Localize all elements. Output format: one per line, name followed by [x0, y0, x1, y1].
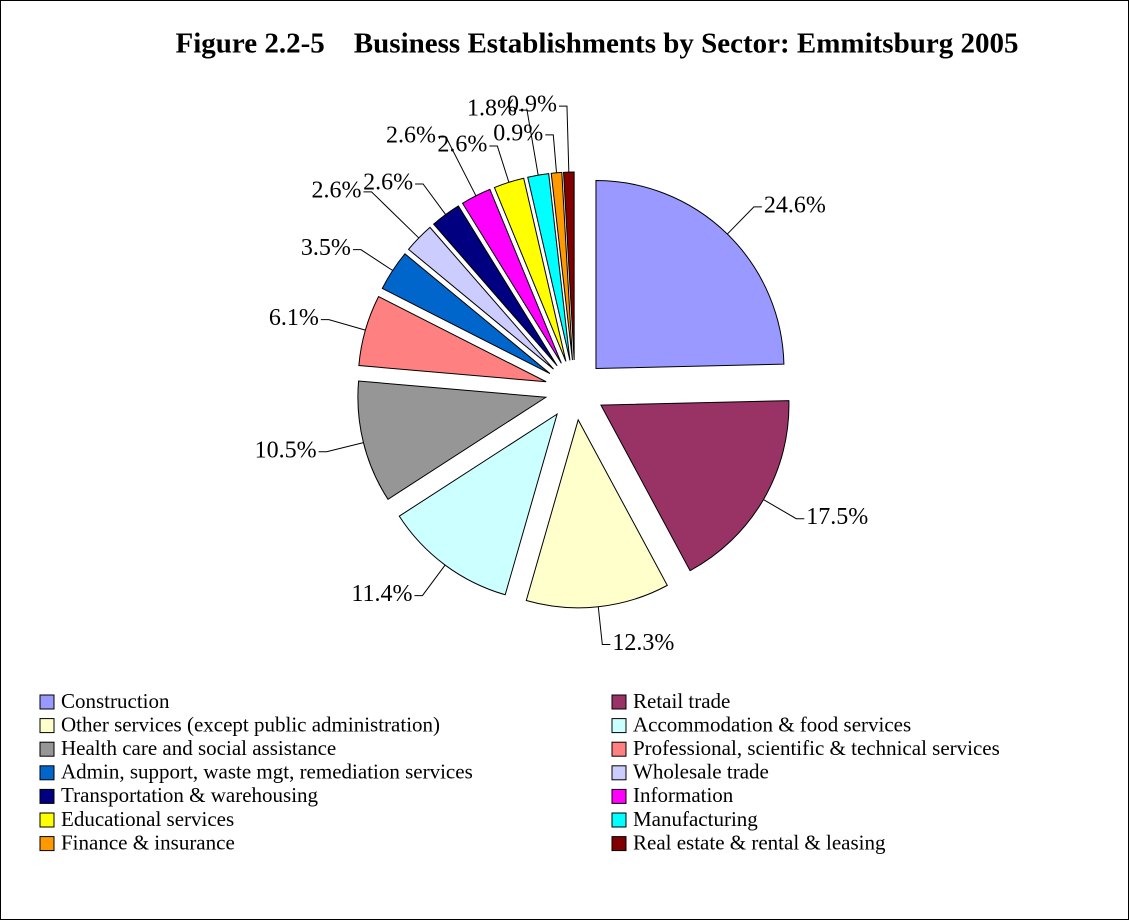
- legend-label: Other services (except public administra…: [61, 712, 440, 736]
- data-label: 2.6%: [386, 123, 436, 149]
- legend-label: Retail trade: [633, 689, 730, 713]
- leader-line: [318, 442, 364, 453]
- pie-slice: [600, 400, 790, 572]
- pie-slice: [432, 205, 558, 367]
- legend-label: Manufacturing: [633, 807, 758, 831]
- data-label: 12.3%: [612, 630, 674, 656]
- legend-swatch: [611, 812, 627, 828]
- pie-slice: [527, 173, 571, 361]
- leader-line: [558, 105, 570, 173]
- legend-swatch: [611, 788, 627, 804]
- legend-label: Accommodation & food services: [633, 712, 911, 736]
- legend-label: Wholesale trade: [633, 760, 769, 784]
- legend-label: Construction: [61, 689, 170, 713]
- legend-swatch: [611, 718, 627, 734]
- legend-label: Transportation & warehousing: [61, 783, 319, 807]
- data-label: 2.6%: [312, 177, 362, 203]
- pie-slice: [358, 295, 547, 383]
- legend-swatch: [39, 812, 55, 828]
- pie-slice: [357, 380, 548, 501]
- data-label: 6.1%: [269, 305, 319, 331]
- leader-line: [352, 249, 393, 271]
- legend-label: Real estate & rental & leasing: [633, 830, 886, 854]
- pie-slice: [493, 177, 567, 362]
- data-label: 11.4%: [351, 581, 412, 607]
- leader-line: [437, 136, 477, 197]
- data-label: 2.6%: [437, 132, 487, 158]
- pie-slice: [461, 188, 562, 364]
- pie-slice: [550, 171, 573, 361]
- leader-line: [726, 206, 762, 235]
- leader-line: [545, 134, 558, 173]
- leader-line: [320, 319, 366, 331]
- legend-swatch: [39, 741, 55, 757]
- legend-swatch: [611, 741, 627, 757]
- chart-title: Figure 2.2-5 Business Establishments by …: [176, 28, 1019, 60]
- legend-swatch: [611, 836, 627, 852]
- leader-line: [363, 191, 420, 239]
- legend-swatch: [39, 718, 55, 734]
- legend-label: Health care and social assistance: [61, 736, 336, 760]
- legend-label: Information: [633, 783, 734, 807]
- leader-line: [597, 606, 611, 646]
- data-label: 1.8%: [467, 96, 517, 122]
- data-label: 2.6%: [363, 169, 413, 195]
- leader-line: [414, 564, 446, 597]
- pie-slice: [525, 418, 668, 609]
- data-label: 0.9%: [493, 120, 543, 146]
- data-label: 17.5%: [806, 504, 868, 530]
- legend-swatch: [39, 765, 55, 781]
- data-label: 24.6%: [764, 192, 826, 218]
- legend-label: Professional, scientific & technical ser…: [633, 736, 1000, 760]
- data-label: 0.9%: [507, 92, 557, 118]
- legend-swatch: [39, 788, 55, 804]
- legend-swatch: [611, 694, 627, 710]
- legend-label: Admin, support, waste mgt, remediation s…: [61, 760, 473, 784]
- legend-label: Finance & insurance: [61, 830, 235, 854]
- pie-slice: [595, 180, 785, 370]
- leader-line: [489, 145, 510, 183]
- data-label: 10.5%: [255, 437, 317, 463]
- data-label: 3.5%: [301, 235, 351, 261]
- pie-slice: [398, 412, 558, 596]
- leader-line: [763, 499, 805, 520]
- leader-line: [415, 183, 447, 215]
- legend-swatch: [611, 765, 627, 781]
- leader-line: [519, 109, 539, 176]
- legend-label: Educational services: [61, 807, 234, 831]
- legend-swatch: [39, 836, 55, 852]
- legend-swatch: [39, 694, 55, 710]
